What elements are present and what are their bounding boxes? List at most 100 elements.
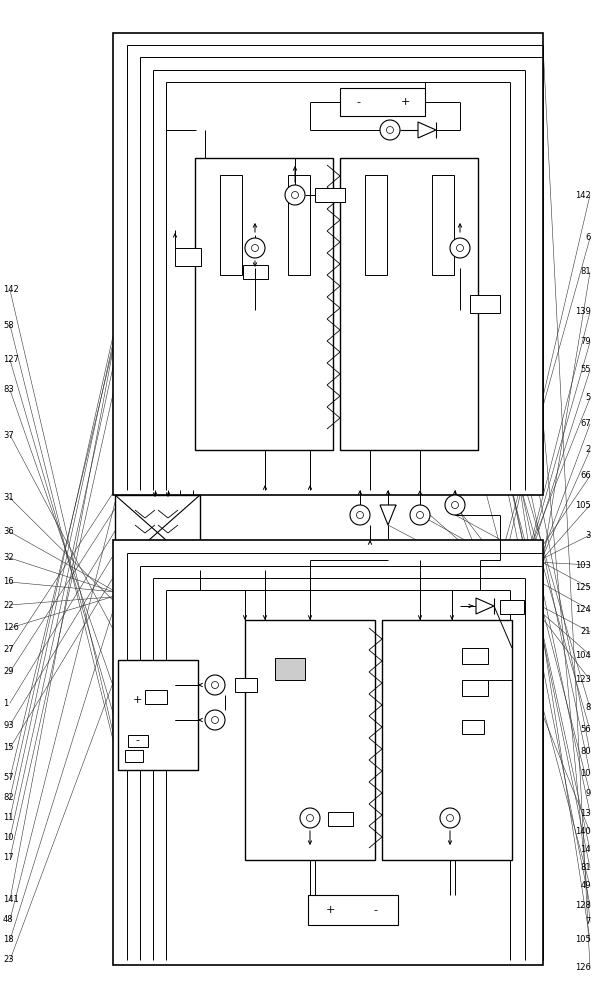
Bar <box>470 295 500 313</box>
Text: 37: 37 <box>3 430 14 440</box>
Text: 66: 66 <box>580 472 591 481</box>
Text: 81: 81 <box>580 267 591 276</box>
Text: 142: 142 <box>575 190 591 200</box>
Circle shape <box>387 126 393 133</box>
Circle shape <box>205 710 225 730</box>
Text: 31: 31 <box>3 493 14 502</box>
Text: 124: 124 <box>575 605 591 614</box>
Text: 126: 126 <box>3 624 19 633</box>
Bar <box>115 495 200 570</box>
Text: 58: 58 <box>3 320 14 330</box>
Text: 128: 128 <box>575 900 591 910</box>
Text: 104: 104 <box>575 650 591 660</box>
Bar <box>243 265 268 279</box>
Bar <box>125 750 143 762</box>
Text: 57: 57 <box>3 774 14 782</box>
Text: 21: 21 <box>580 628 591 637</box>
Bar <box>235 678 257 692</box>
Text: 32: 32 <box>3 554 14 562</box>
Bar <box>113 540 543 965</box>
Circle shape <box>457 244 463 251</box>
Circle shape <box>410 505 430 525</box>
Circle shape <box>211 682 219 688</box>
Polygon shape <box>380 505 396 525</box>
Text: -: - <box>356 97 360 107</box>
Text: 10: 10 <box>3 834 14 842</box>
Text: 11: 11 <box>3 814 14 822</box>
Text: 36: 36 <box>3 528 14 536</box>
Text: 7: 7 <box>586 918 591 926</box>
Text: 81: 81 <box>580 863 591 872</box>
Circle shape <box>205 675 225 695</box>
Text: 2: 2 <box>586 446 591 454</box>
Polygon shape <box>418 122 436 138</box>
Text: 9: 9 <box>586 788 591 798</box>
Bar <box>308 895 398 925</box>
Circle shape <box>447 814 453 822</box>
Text: 1: 1 <box>3 698 8 708</box>
Bar <box>245 620 375 860</box>
Polygon shape <box>476 598 494 614</box>
Circle shape <box>285 185 305 205</box>
Text: 22: 22 <box>3 600 14 609</box>
Text: 49: 49 <box>580 882 591 890</box>
Text: +: + <box>326 905 334 915</box>
Circle shape <box>450 238 470 258</box>
Text: 82: 82 <box>3 794 14 802</box>
Text: 127: 127 <box>3 356 19 364</box>
Bar <box>118 660 198 770</box>
Text: 27: 27 <box>3 646 14 654</box>
Circle shape <box>292 192 299 198</box>
Circle shape <box>350 505 370 525</box>
Bar <box>462 680 488 696</box>
Text: 139: 139 <box>575 308 591 316</box>
Circle shape <box>416 512 424 518</box>
Text: 126: 126 <box>575 964 591 972</box>
Bar <box>220 175 242 275</box>
Bar <box>128 735 148 747</box>
Text: 48: 48 <box>3 916 14 924</box>
Circle shape <box>245 238 265 258</box>
Bar <box>328 812 353 826</box>
Text: 15: 15 <box>3 744 14 752</box>
Text: -: - <box>373 905 377 915</box>
Text: 13: 13 <box>580 808 591 818</box>
Text: 18: 18 <box>3 936 14 944</box>
Text: 83: 83 <box>3 385 14 394</box>
Bar <box>145 690 167 704</box>
Text: 103: 103 <box>575 560 591 570</box>
Text: 93: 93 <box>3 720 14 730</box>
Text: -: - <box>135 735 139 745</box>
Text: 123: 123 <box>575 676 591 684</box>
Text: 67: 67 <box>580 420 591 428</box>
Text: 8: 8 <box>586 704 591 712</box>
Text: 79: 79 <box>580 338 591 347</box>
Circle shape <box>251 244 258 251</box>
Text: 125: 125 <box>575 584 591 592</box>
Text: 10: 10 <box>580 768 591 778</box>
Text: 56: 56 <box>580 726 591 734</box>
Text: +: + <box>400 97 410 107</box>
Bar <box>315 188 345 202</box>
Circle shape <box>445 495 465 515</box>
Bar <box>113 33 543 495</box>
Text: 105: 105 <box>575 500 591 510</box>
Circle shape <box>307 814 314 822</box>
Text: 6: 6 <box>586 233 591 242</box>
Bar <box>175 248 201 266</box>
Text: 14: 14 <box>580 846 591 854</box>
Bar <box>382 620 512 860</box>
Bar <box>432 175 454 275</box>
Text: 140: 140 <box>575 828 591 836</box>
Circle shape <box>356 512 364 518</box>
Bar <box>288 175 310 275</box>
Text: 3: 3 <box>586 530 591 540</box>
Text: 105: 105 <box>575 936 591 944</box>
Text: 80: 80 <box>580 748 591 756</box>
Text: 55: 55 <box>580 365 591 374</box>
Circle shape <box>380 120 400 140</box>
Text: 5: 5 <box>586 393 591 402</box>
Circle shape <box>211 716 219 724</box>
Bar <box>462 648 488 664</box>
Bar <box>365 175 387 275</box>
